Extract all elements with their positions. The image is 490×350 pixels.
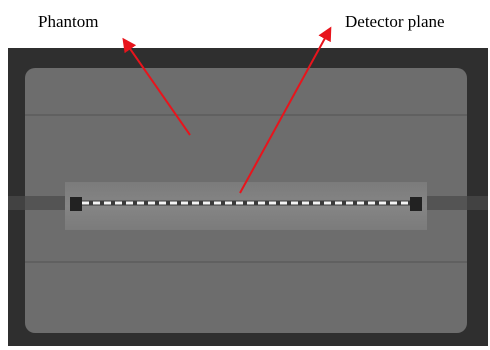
- page: Phantom Detector plane (() => { const da…: [0, 0, 490, 350]
- label: Phantom: [38, 12, 98, 31]
- label: Detector plane: [345, 12, 445, 31]
- streak: [425, 196, 488, 210]
- detector-end: [70, 197, 82, 211]
- detector-end: [410, 197, 422, 211]
- detector-region: [65, 182, 427, 230]
- streak: [8, 196, 68, 210]
- figure: Phantom Detector plane: [0, 0, 490, 350]
